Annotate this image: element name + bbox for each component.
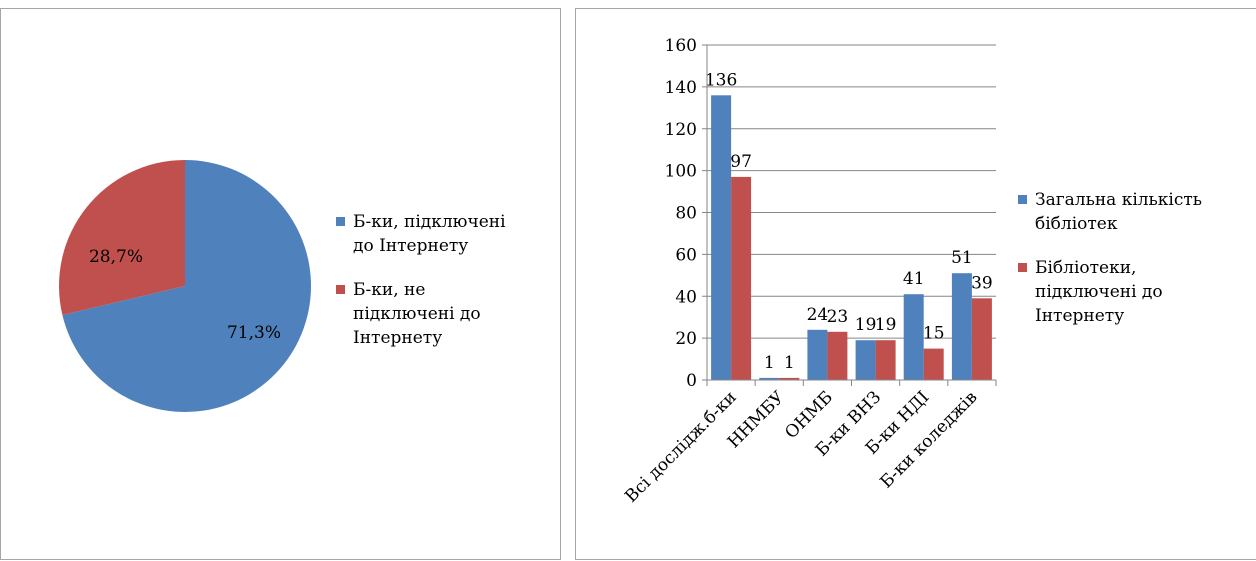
bar-data-label: 136 xyxy=(705,70,737,90)
bar xyxy=(711,95,732,381)
pie-slice xyxy=(62,160,312,413)
y-tick-label: 20 xyxy=(675,329,697,349)
legend-swatch xyxy=(1018,263,1027,272)
bar xyxy=(807,329,828,381)
bar-data-label: 15 xyxy=(923,324,945,344)
bar xyxy=(951,273,972,380)
y-tick-label: 140 xyxy=(665,78,697,98)
bar-chart-panel: 0 20 40 60 80 100 120 140 160 136 1 24 19 41 51 97 1 23 19… xyxy=(575,8,1256,560)
pie-slice-value-label: 28,7% xyxy=(89,247,143,267)
bar xyxy=(875,340,896,380)
legend-entry: Б-ки, підключені до Інтернету xyxy=(353,212,506,256)
legend-swatch xyxy=(336,285,345,294)
y-tick-label: 0 xyxy=(686,371,697,391)
legend-entry: Б-ки, не підключені до Інтернету xyxy=(353,280,481,348)
legend-entry: Бібліотеки, підключені до Інтернету xyxy=(1035,258,1163,326)
bar-data-label: 23 xyxy=(827,307,849,327)
bar-data-label: 1 xyxy=(764,353,775,373)
y-tick-label: 80 xyxy=(675,204,697,224)
bar xyxy=(923,348,944,380)
bar-data-label: 19 xyxy=(875,315,897,335)
pie-slice xyxy=(59,160,185,316)
bar-data-label: 41 xyxy=(903,269,925,289)
bar-chart: 0 20 40 60 80 100 120 140 160 136 1 24 19 41 51 97 1 23 19… xyxy=(621,36,1202,507)
y-tick-label: 120 xyxy=(665,120,697,140)
bar-data-label: 19 xyxy=(855,315,877,335)
y-tick-label: 60 xyxy=(675,245,697,265)
legend-swatch xyxy=(336,217,345,226)
y-tick-label: 100 xyxy=(665,162,697,182)
pie-chart-panel: 71,3% 28,7% Б-ки, підключені до Інтернету Б-… xyxy=(0,8,561,560)
bar xyxy=(779,377,800,380)
bar xyxy=(827,331,848,380)
bar-data-label: 97 xyxy=(730,152,752,172)
pie-chart: 71,3% 28,7% Б-ки, підключені до Інтернету Б-… xyxy=(59,160,506,413)
y-tick-label: 160 xyxy=(665,36,697,56)
bar-data-label: 24 xyxy=(807,305,829,325)
bar-data-label: 51 xyxy=(951,248,973,268)
y-tick-label: 40 xyxy=(675,287,697,307)
x-tick-label: Всі дослідж.б-ки xyxy=(621,387,740,506)
legend-swatch xyxy=(1018,195,1027,204)
bar xyxy=(731,176,752,380)
bar-data-label: 39 xyxy=(971,273,993,293)
pie-slice-value-label: 71,3% xyxy=(227,323,281,343)
legend-entry: Загальна кількість бібліотек xyxy=(1035,190,1202,234)
bar xyxy=(855,340,876,380)
bar xyxy=(903,294,924,380)
bar xyxy=(759,377,780,380)
bar xyxy=(971,298,992,380)
bar-data-label: 1 xyxy=(784,353,795,373)
